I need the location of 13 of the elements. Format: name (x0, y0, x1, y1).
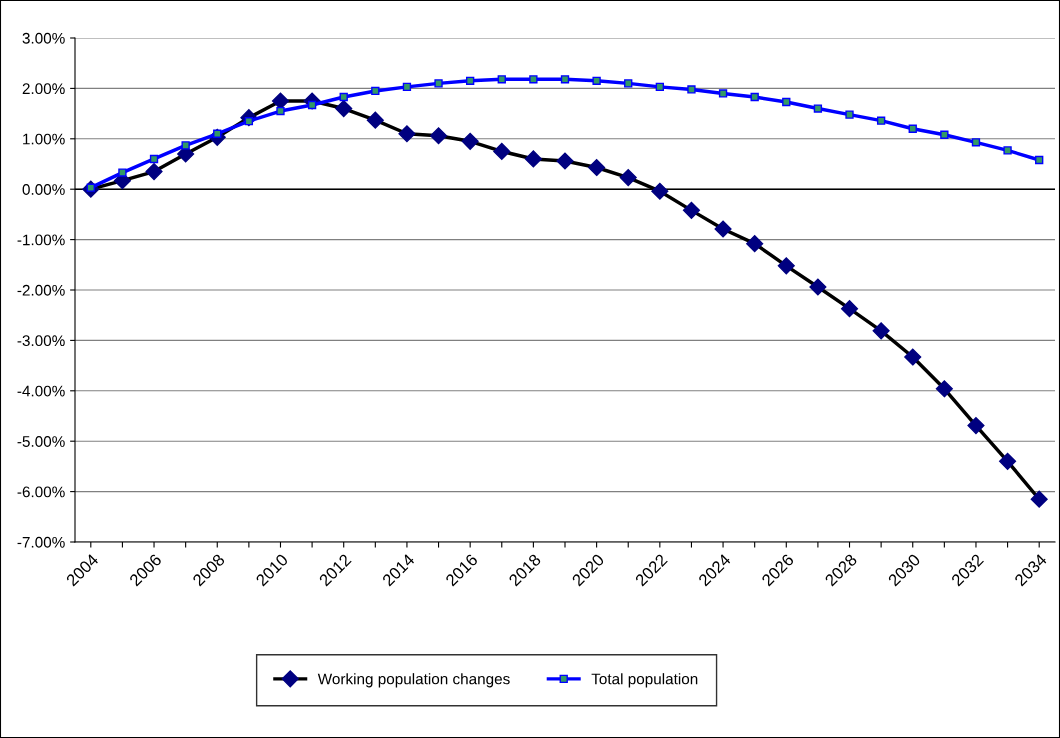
y-tick-label: -1.00% (17, 234, 65, 246)
y-tick-label: -7.00% (17, 536, 65, 548)
y-tick-label: -6.00% (17, 486, 65, 498)
legend-label: Total population (591, 673, 698, 688)
y-tick-label: -4.00% (17, 385, 65, 397)
legend-label: Working population changes (317, 673, 510, 688)
y-tick-label: -5.00% (17, 436, 65, 447)
y-tick-label: -3.00% (17, 335, 65, 347)
y-tick-label: -2.00% (17, 284, 65, 296)
y-tick-label: 2.00% (22, 83, 65, 95)
y-tick-label: 0.00% (22, 184, 65, 195)
y-tick-label: 1.00% (23, 133, 65, 145)
y-tick-label: 3.00% (22, 32, 65, 44)
